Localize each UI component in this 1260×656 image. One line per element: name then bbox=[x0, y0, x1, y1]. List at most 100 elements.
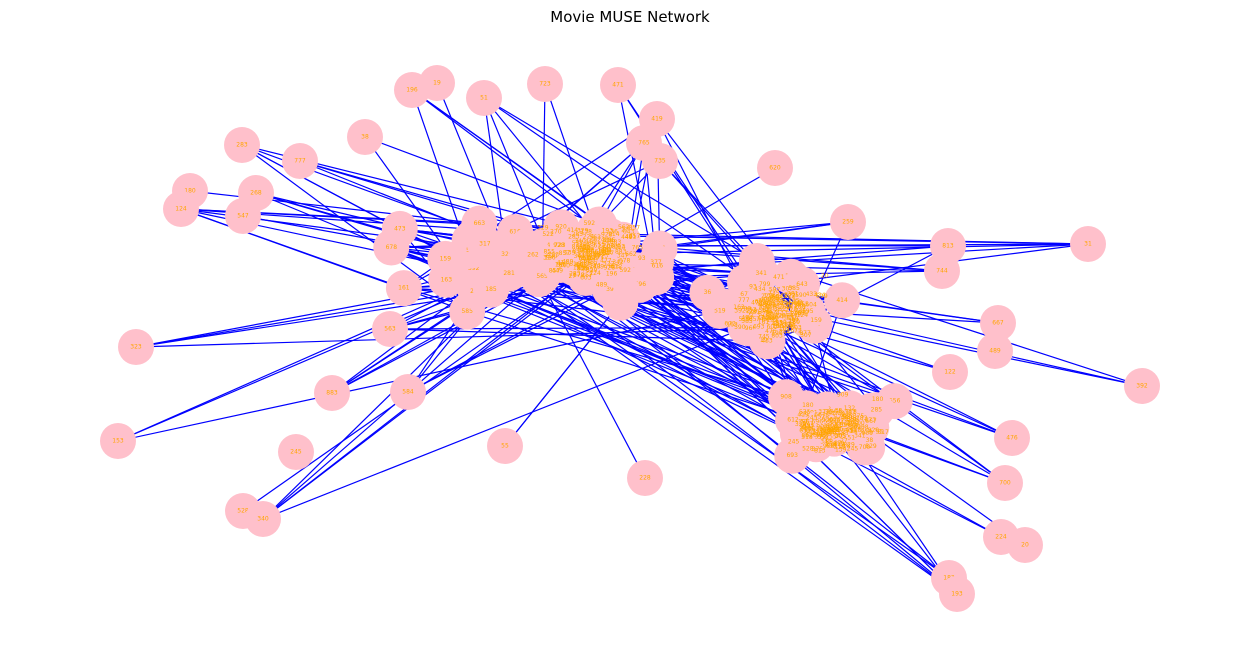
cluster-node-label: 626 bbox=[805, 432, 817, 439]
cluster-node-label: 50 bbox=[821, 434, 829, 441]
cluster-node-label: 920 bbox=[868, 427, 880, 434]
cluster-node-label: 584 bbox=[758, 307, 770, 314]
cluster-node-label: 494 bbox=[780, 300, 792, 307]
cluster-node-label: 161 bbox=[758, 319, 770, 326]
node-label: 377 bbox=[650, 259, 662, 266]
cluster-node-label: 489 bbox=[593, 263, 605, 270]
cluster-node-label: 106 bbox=[826, 423, 838, 430]
node-label: 39 bbox=[606, 286, 614, 293]
cluster-node-label: 19 bbox=[781, 326, 789, 333]
node-circle bbox=[1070, 226, 1106, 262]
cluster-node-label: 317 bbox=[585, 255, 597, 262]
cluster-node-label: 663 bbox=[599, 247, 611, 254]
cluster-node-label: 597 bbox=[765, 309, 777, 316]
cluster-node-label: 539 bbox=[582, 245, 594, 252]
node-label: 595 bbox=[802, 308, 814, 315]
network-node: 31 bbox=[1070, 226, 1106, 262]
cluster-node-label: 218 bbox=[789, 302, 801, 309]
cluster-node-label: 522 bbox=[542, 231, 554, 238]
chart-title: Movie MUSE Network bbox=[550, 8, 710, 26]
node-circle bbox=[278, 434, 314, 470]
network-node: 723 bbox=[527, 66, 563, 102]
cluster-node-label: 93 bbox=[638, 255, 646, 262]
network-node: 620 bbox=[757, 150, 793, 186]
cluster-node-label: 27 bbox=[568, 273, 576, 280]
cluster-node-label: 596 bbox=[840, 422, 852, 429]
cluster-node-label: 135 bbox=[788, 298, 800, 305]
network-node: 341 bbox=[743, 255, 780, 292]
cluster-node-label: 633 bbox=[848, 419, 860, 426]
cluster-node-label: 224 bbox=[589, 270, 601, 277]
cluster-node-label: 377 bbox=[815, 434, 827, 441]
cluster-node-label: 392 bbox=[761, 308, 773, 315]
cluster-node-label: 633 bbox=[825, 443, 837, 450]
cluster-node-label: 159 bbox=[810, 317, 822, 324]
cluster-node-label: 124 bbox=[797, 312, 809, 319]
cluster-node-label: 522 bbox=[579, 244, 591, 251]
cluster-node-label: 317 bbox=[600, 249, 612, 256]
node-circle bbox=[831, 390, 868, 427]
cluster-node-label: 21 bbox=[789, 323, 797, 330]
network-node: 19 bbox=[419, 65, 455, 101]
network-edge bbox=[483, 97, 546, 246]
node-label: 228 bbox=[639, 475, 651, 482]
cluster-node-label: 592 bbox=[584, 220, 596, 227]
cluster-node-label: 307 bbox=[782, 286, 794, 293]
network-node: 36 bbox=[689, 274, 726, 311]
cluster-node-label: 196 bbox=[597, 248, 609, 255]
network-edge bbox=[411, 89, 599, 231]
cluster-node-label: 620 bbox=[583, 258, 595, 265]
cluster-node-label: 547 bbox=[827, 411, 839, 418]
node-circle bbox=[600, 67, 636, 103]
node-label: 124 bbox=[175, 206, 187, 213]
network-node: 735 bbox=[642, 143, 678, 179]
node-label: 153 bbox=[112, 438, 124, 445]
cluster-node-label: 829 bbox=[840, 410, 852, 417]
cluster-node-label: 283 bbox=[568, 234, 580, 241]
cluster-node-label: 392 bbox=[734, 308, 746, 315]
cluster-node-label: 672 bbox=[790, 328, 802, 335]
cluster-node-label: 21 bbox=[747, 312, 755, 319]
network-node: 693 bbox=[774, 437, 811, 474]
cluster-node-label: 224 bbox=[583, 234, 595, 241]
network-edge bbox=[610, 252, 1013, 439]
cluster-node-label: 556 bbox=[822, 428, 834, 435]
cluster-node-label: 372 bbox=[818, 408, 830, 415]
cluster-node-label: 744 bbox=[781, 304, 793, 311]
node-label: 392 bbox=[468, 265, 480, 272]
cluster-node-label: 268 bbox=[603, 242, 615, 249]
cluster-node-label: 563 bbox=[585, 253, 597, 260]
cluster-node-label: 867 bbox=[786, 312, 798, 319]
node-circle bbox=[939, 576, 975, 612]
node-circle bbox=[385, 270, 422, 307]
network-node: 228 bbox=[627, 460, 663, 496]
network-node: 259 bbox=[830, 204, 866, 240]
node-label: 392 bbox=[1136, 383, 1148, 390]
network-edge bbox=[504, 302, 621, 447]
node-label: 285 bbox=[871, 407, 883, 414]
cluster-node-label: 471 bbox=[789, 310, 801, 317]
cluster-node-label: 700 bbox=[841, 415, 853, 422]
node-label: 883 bbox=[326, 390, 338, 397]
cluster-node-label: 908 bbox=[857, 424, 869, 431]
cluster-node-label: 857 bbox=[629, 233, 641, 240]
network-edge bbox=[508, 273, 799, 435]
network-edge bbox=[655, 276, 787, 398]
cluster-node-label: 392 bbox=[788, 318, 800, 325]
cluster-node-label: 318 bbox=[846, 423, 858, 430]
node-label: 340 bbox=[257, 516, 269, 523]
cluster-node-label: 813 bbox=[834, 422, 846, 429]
node-circle bbox=[347, 119, 383, 155]
cluster-node-label: 700 bbox=[794, 304, 806, 311]
cluster-node-label: 928 bbox=[601, 232, 613, 239]
cluster-node-label: 433 bbox=[806, 291, 818, 298]
cluster-node-label: 375 bbox=[853, 413, 865, 420]
cluster-node-label: 38 bbox=[835, 408, 843, 415]
cluster-node-label: 414 bbox=[557, 260, 569, 267]
network-node: 153 bbox=[100, 423, 136, 459]
node-circle bbox=[987, 465, 1023, 501]
node-label: 678 bbox=[386, 244, 398, 251]
node-label: 677 bbox=[740, 291, 752, 298]
node-label: 735 bbox=[654, 158, 666, 165]
